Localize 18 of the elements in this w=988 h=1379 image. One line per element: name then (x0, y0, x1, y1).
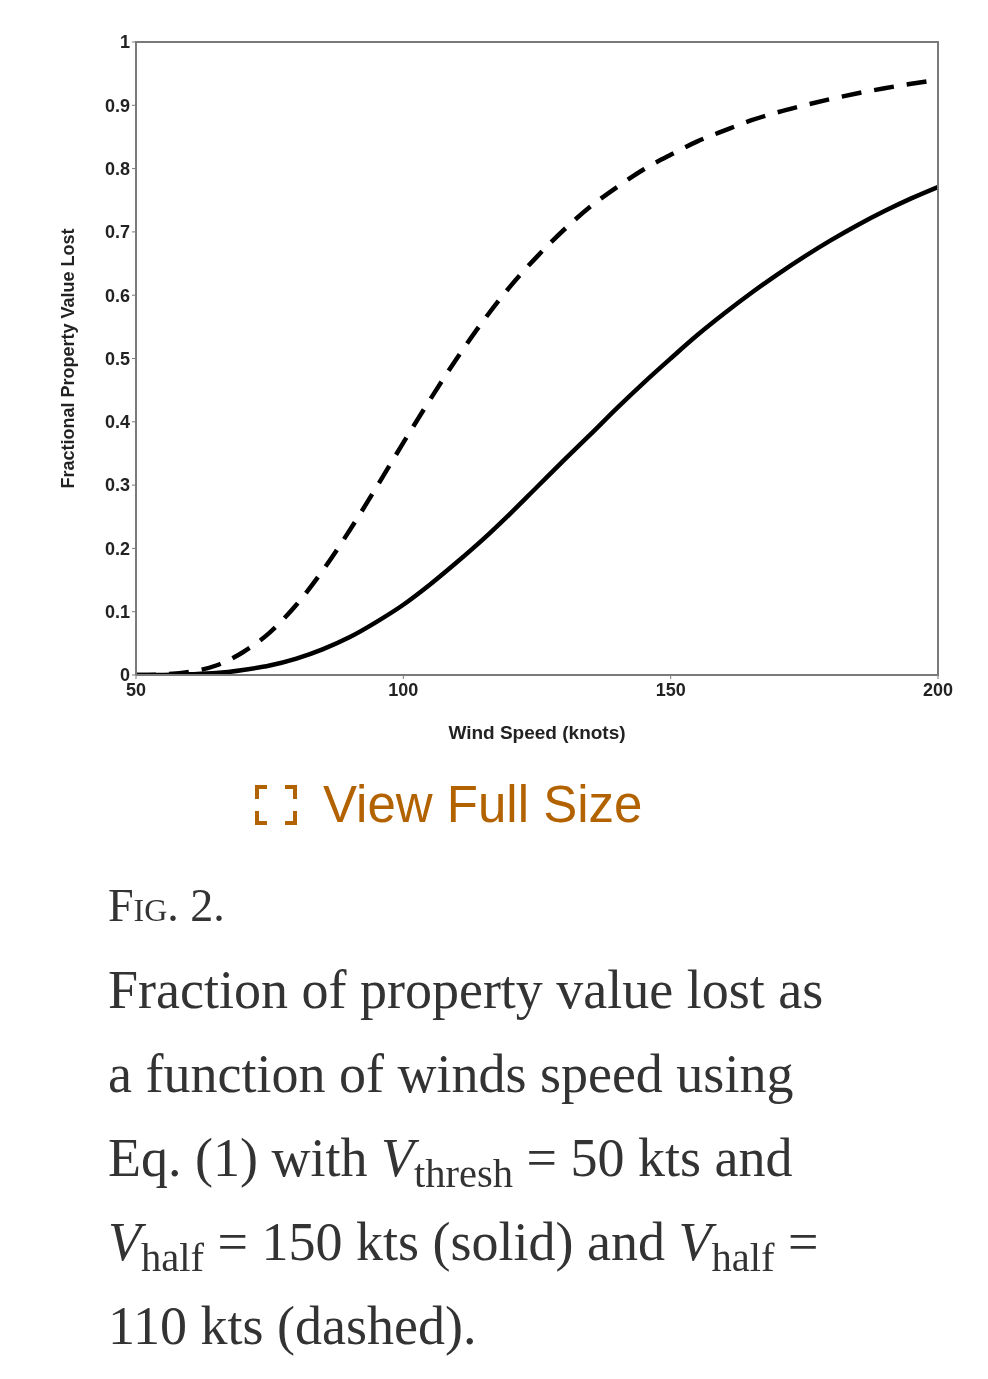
y-axis-title: Fractional Property Value Lost (58, 228, 79, 489)
text: View Full Size (323, 775, 643, 835)
text: Fig. 2. (108, 879, 225, 933)
y-tick-label: 0.4 (104, 412, 130, 433)
y-tick-label: 0.9 (104, 95, 130, 116)
y-tick-label: 0.3 (104, 475, 130, 496)
y-tick-label: 0.5 (104, 348, 130, 369)
y-tick-label: 0.2 (104, 538, 130, 559)
y-tick-label: 0.1 (104, 602, 130, 623)
y-tick-label: 0.6 (104, 285, 130, 306)
y-tick-label: 1 (119, 32, 130, 53)
x-tick-label: 200 (922, 679, 954, 700)
y-tick-label: 0.8 (104, 158, 130, 179)
x-tick-label: 150 (655, 679, 686, 700)
x-axis-title: Wind Speed (knots) (448, 722, 626, 743)
x-tick-label: 100 (388, 679, 419, 700)
y-tick-label: 0.7 (104, 222, 130, 243)
text: Fraction of property value lost as a function of winds speed using Eq. (1) with V$_{thresh}$ = 50 kts and V$_{half}$ = 150 kts (solid) and V$_{half}$ = 110 kts (dashed). (108, 960, 824, 1356)
